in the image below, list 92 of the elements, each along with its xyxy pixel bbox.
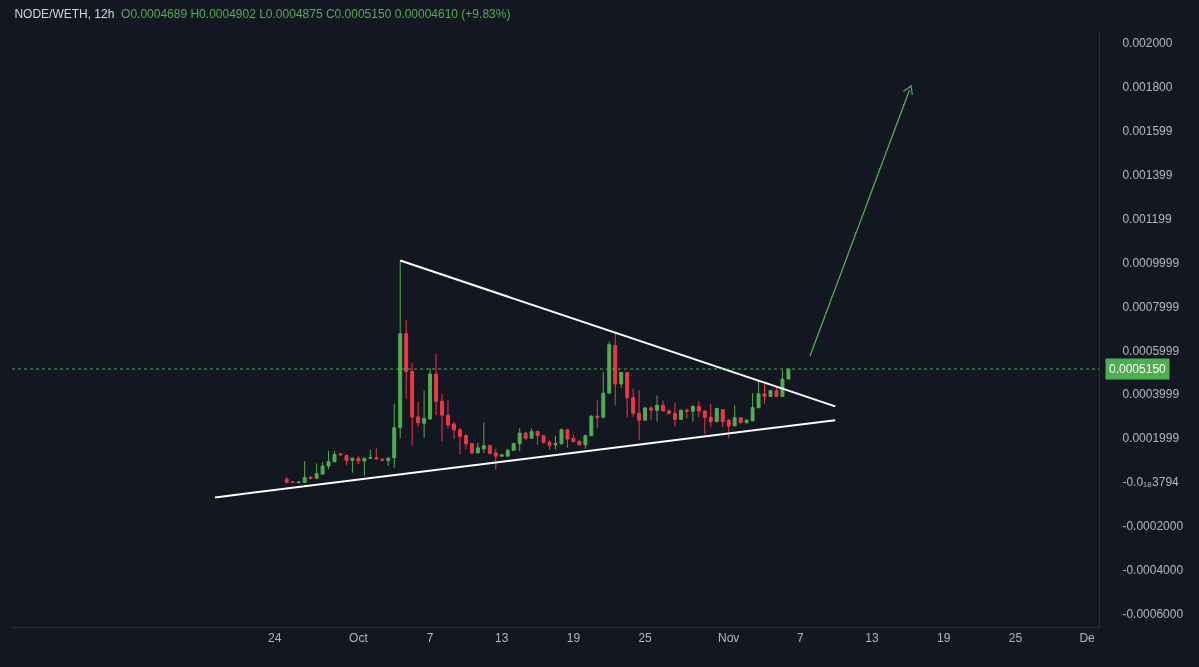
candlestick <box>720 408 725 428</box>
candlestick <box>589 414 594 437</box>
candlestick <box>637 389 642 441</box>
candlestick <box>583 434 588 450</box>
candlestick <box>702 409 707 435</box>
candlestick <box>595 399 600 429</box>
candlestick <box>440 393 444 442</box>
y-tick-label: 0.0001999 <box>1122 431 1180 446</box>
candlestick <box>434 353 439 416</box>
candlestick <box>422 390 427 439</box>
candlestick <box>356 455 361 465</box>
candlestick <box>368 449 373 459</box>
x-tick-label: 25 <box>638 631 653 646</box>
x-tick-label: Nov <box>718 631 740 646</box>
chart-subtitle: O0.0004689 H0.0004902 L0.0004875 C0.0005150 0.00004610 (+9.83%) <box>121 7 511 22</box>
y-tick-label: 0.001199 <box>1122 212 1172 227</box>
x-tick-label: Oct <box>349 631 369 646</box>
candlestick <box>410 362 415 446</box>
y-tick-label: 0.0007999 <box>1122 299 1180 314</box>
candlestick <box>523 431 528 441</box>
candlestick <box>738 416 743 424</box>
candlestick <box>684 408 689 419</box>
y-tick-label: -0.0006000 <box>1122 607 1184 622</box>
candlestick <box>768 390 773 397</box>
candlestick <box>452 421 456 440</box>
y-tick-label: 0.0005999 <box>1122 343 1180 358</box>
y-tick-label: 0.001599 <box>1122 124 1173 139</box>
candlestick <box>469 442 474 455</box>
candlestick <box>481 422 486 454</box>
x-tick-label: De <box>1079 631 1096 646</box>
candlestick <box>625 372 630 418</box>
candlestick <box>374 447 379 460</box>
candlestick <box>505 448 510 457</box>
candlestick <box>714 407 719 423</box>
candlestick <box>499 453 504 457</box>
candlestick <box>511 442 516 452</box>
candlestick <box>463 433 468 451</box>
y-tick-label: -0.0004000 <box>1122 563 1184 578</box>
candlestick <box>517 427 522 452</box>
candlestick <box>619 372 624 389</box>
candlestick <box>446 399 450 429</box>
candlestick <box>613 332 618 406</box>
candlestick <box>678 408 683 420</box>
y-tick-label: 0.002000 <box>1122 36 1173 51</box>
x-tick-label: 13 <box>865 631 880 646</box>
candlestick <box>416 401 421 428</box>
candlestick <box>643 406 648 421</box>
candlestick <box>696 400 701 418</box>
candlestick <box>690 404 695 423</box>
x-tick-label: 7 <box>797 631 805 646</box>
candlestick <box>386 457 391 467</box>
candlestick <box>655 394 659 423</box>
chart-title: NODE/WETH, 12h <box>14 7 115 22</box>
candlestick <box>284 476 289 484</box>
candlestick <box>529 427 534 440</box>
candlestick <box>362 457 367 477</box>
candlestick <box>380 457 385 461</box>
candlestick <box>631 388 636 418</box>
candlestick <box>762 381 767 405</box>
x-tick-label: 19 <box>566 631 581 646</box>
y-tick-label: -0.0₁₈3794 <box>1122 475 1180 490</box>
candlestick <box>350 457 355 474</box>
candlestick <box>708 403 713 428</box>
candlestick <box>601 372 606 419</box>
candlestick <box>296 481 301 484</box>
x-tick-label: 7 <box>426 631 434 646</box>
candlestick <box>457 427 462 455</box>
candlestick <box>774 386 779 397</box>
y-tick-label: 0.001800 <box>1122 80 1173 95</box>
x-tick-label: 25 <box>1008 631 1023 646</box>
y-tick-label: 0.0009999 <box>1122 255 1180 270</box>
candlestick <box>392 403 397 469</box>
candlestick <box>672 402 677 428</box>
x-tick-label: 13 <box>495 631 509 646</box>
ref-line-label: 0.0005150 <box>1109 362 1167 376</box>
y-tick-label: 0.0003999 <box>1122 387 1180 402</box>
x-tick-label: 24 <box>268 631 282 646</box>
candlestick <box>649 405 654 421</box>
y-tick-label: 0.001399 <box>1122 168 1173 183</box>
candlestick <box>661 399 665 412</box>
candlestick <box>493 448 498 470</box>
candlestick <box>404 319 409 400</box>
candlestick <box>732 404 737 427</box>
y-tick-label: -0.0002000 <box>1122 519 1184 534</box>
candlestick <box>308 475 313 480</box>
x-tick-label: 19 <box>937 631 951 646</box>
candlestick <box>290 480 295 484</box>
candlestick <box>487 444 492 455</box>
candlestick <box>667 408 671 415</box>
candlestick <box>475 442 480 454</box>
candlestick <box>302 460 307 484</box>
candlestick <box>726 418 731 439</box>
